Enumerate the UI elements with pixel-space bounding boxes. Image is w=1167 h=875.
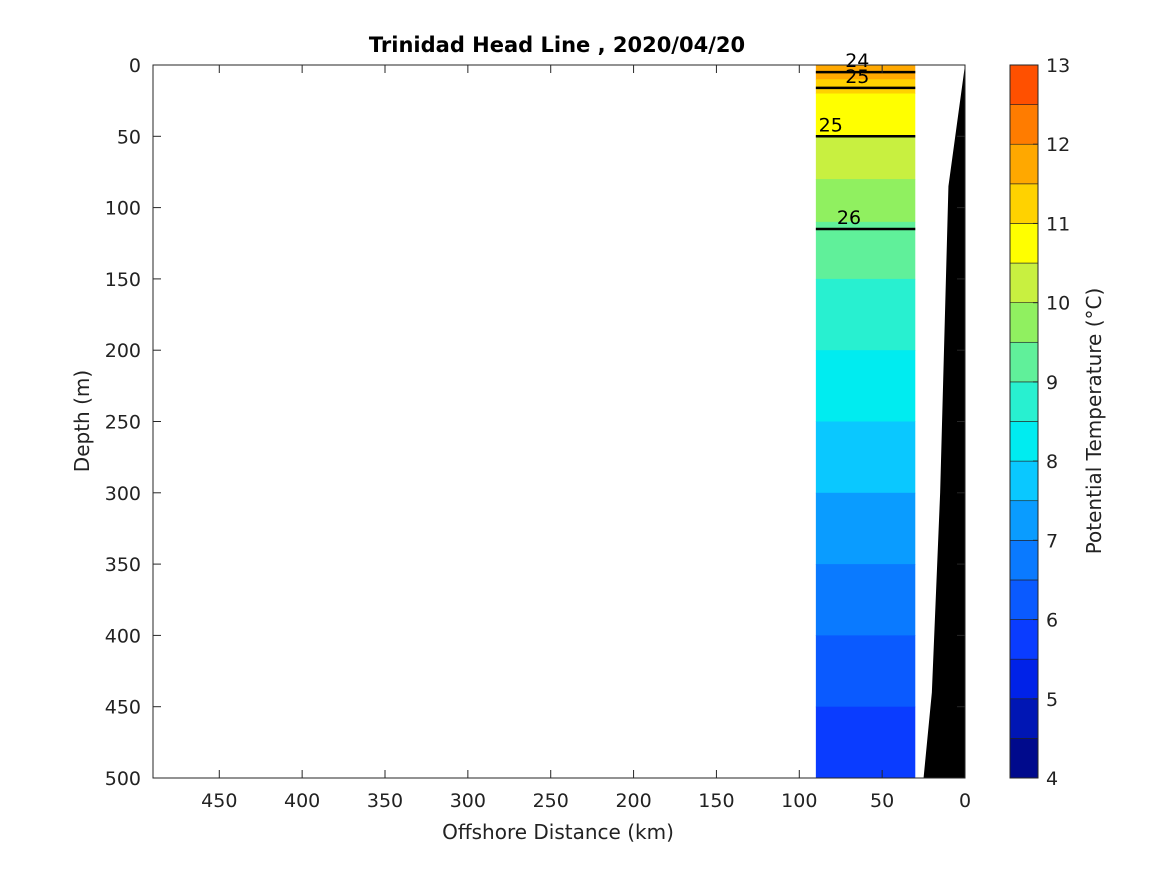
section-band: [815, 706, 916, 779]
density-contour-label: 24: [845, 50, 869, 72]
section-band: [815, 278, 916, 351]
colorbar-segment: [1009, 143, 1039, 185]
section-band: [815, 492, 916, 565]
section-band: [815, 93, 916, 137]
y-tick-label: 500: [105, 768, 141, 790]
colorbar-segment: [1009, 658, 1039, 700]
y-tick-label: 350: [105, 554, 141, 576]
colorbar-tick-label: 9: [1046, 372, 1058, 394]
section-band: [815, 350, 916, 422]
x-tick-label: 400: [284, 790, 320, 812]
x-tick-label: 450: [201, 790, 237, 812]
colorbar-label: Potential Temperature (°C): [1082, 288, 1106, 555]
colorbar-segment: [1009, 579, 1039, 620]
density-contour-label: 26: [837, 207, 861, 229]
x-tick-label: 300: [450, 790, 486, 812]
y-tick-label: 100: [105, 198, 141, 220]
colorbar-segment: [1009, 64, 1039, 105]
section-band: [815, 564, 916, 636]
x-tick-label: 350: [367, 790, 403, 812]
temperature-section: [815, 65, 916, 779]
colorbar-segment: [1009, 500, 1039, 541]
section-band: [815, 421, 916, 494]
y-tick-label: 150: [105, 269, 141, 291]
colorbar-segment: [1009, 460, 1039, 502]
y-tick-label: 250: [105, 412, 141, 434]
colorbar-segment: [1009, 262, 1039, 303]
section-band: [815, 635, 916, 708]
colorbar-segment: [1009, 381, 1039, 422]
section-band: [815, 221, 916, 280]
colorbar-tick-label: 4: [1046, 768, 1058, 790]
colorbar-tick-label: 6: [1046, 610, 1058, 632]
section-band: [815, 179, 916, 223]
density-contour-label: 25: [819, 114, 843, 136]
colorbar-tick-label: 7: [1046, 530, 1058, 552]
section-band: [815, 136, 916, 180]
colorbar-frame: [1009, 64, 1039, 779]
y-tick-label: 50: [117, 126, 141, 148]
y-tick-label: 200: [105, 340, 141, 362]
seafloor: [923, 65, 965, 778]
colorbar-segment: [1009, 223, 1039, 264]
colorbar-tick-label: 13: [1046, 55, 1070, 77]
colorbar-tick-label: 8: [1046, 451, 1058, 473]
x-tick-label: 250: [533, 790, 569, 812]
colorbar-segment: [1009, 302, 1039, 343]
y-axis-label: Depth (m): [70, 370, 94, 472]
chart-title: Trinidad Head Line , 2020/04/20: [369, 33, 745, 57]
colorbar-tick-label: 10: [1046, 293, 1070, 315]
colorbar-segment: [1009, 619, 1039, 660]
density-contour-label: 25: [845, 66, 869, 88]
colorbar-segment: [1009, 183, 1039, 224]
x-tick-label: 50: [870, 790, 894, 812]
colorbar-segment: [1009, 104, 1039, 145]
colorbar-tick-label: 12: [1046, 134, 1070, 156]
y-tick-label: 400: [105, 625, 141, 647]
colorbar-tick-label: 5: [1046, 689, 1058, 711]
x-tick-label: 150: [698, 790, 734, 812]
y-axis-ticks: 0 50 100 150 200 250 300 350 400 450 500: [105, 55, 965, 790]
x-tick-label: 200: [615, 790, 651, 812]
x-axis-label: Offshore Distance (km): [442, 820, 674, 844]
colorbar: 4 5 6 7 8 9 10 11 12 13: [1009, 55, 1070, 790]
bathymetry-profile: [923, 65, 965, 778]
colorbar-segment: [1009, 421, 1039, 462]
colorbar-segment: [1009, 738, 1039, 779]
colorbar-segment: [1009, 698, 1039, 739]
y-tick-label: 0: [129, 55, 141, 77]
x-tick-label: 0: [959, 790, 971, 812]
colorbar-segment: [1009, 540, 1039, 581]
colorbar-tick-label: 11: [1046, 213, 1070, 235]
y-tick-label: 300: [105, 483, 141, 505]
x-tick-label: 100: [781, 790, 817, 812]
colorbar-segment: [1009, 341, 1039, 383]
y-tick-label: 450: [105, 697, 141, 719]
x-axis-ticks: 450 400 350 300 250 200 150 100 50 0: [201, 65, 971, 812]
